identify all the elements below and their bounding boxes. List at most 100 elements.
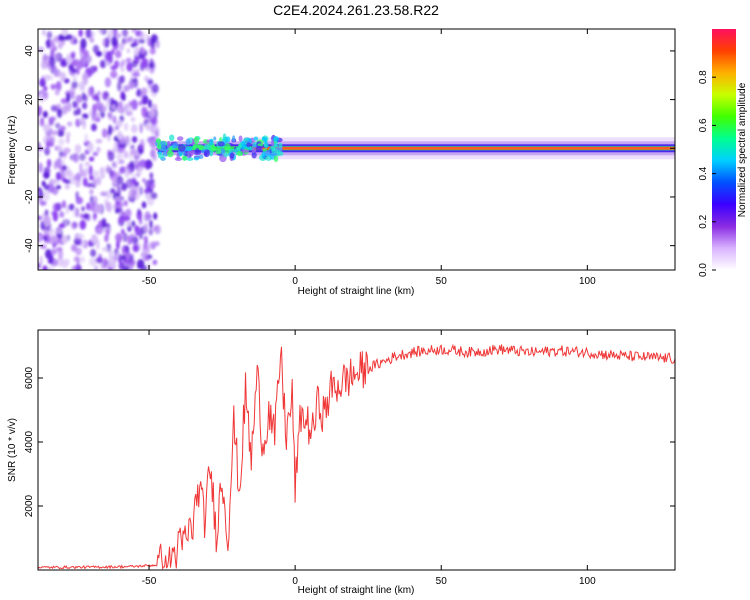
noise-blob <box>42 110 48 118</box>
noise-blob <box>46 31 53 40</box>
noise-blob <box>119 196 125 201</box>
noise-blob <box>43 166 51 175</box>
noise-blob <box>123 150 129 159</box>
noise-blob <box>124 168 130 178</box>
noise-blob <box>92 151 99 157</box>
noise-blob <box>148 99 152 109</box>
noise-blob <box>151 116 158 126</box>
noise-blob <box>61 29 68 36</box>
noise-blob <box>136 165 142 175</box>
transition-blob <box>177 144 186 152</box>
noise-blob <box>97 90 101 96</box>
noise-blob <box>118 253 122 262</box>
noise-blob <box>126 57 132 63</box>
noise-blob <box>116 175 124 185</box>
noise-blob <box>86 55 93 65</box>
colorbar-gradient <box>712 29 736 270</box>
noise-blob <box>58 34 65 42</box>
transition-blob <box>257 143 264 147</box>
noise-blob <box>102 38 106 46</box>
noise-blob <box>112 161 118 169</box>
noise-blob <box>76 60 84 70</box>
noise-blob <box>99 172 106 179</box>
noise-blob <box>107 29 115 38</box>
noise-blob <box>152 225 159 232</box>
noise-blob <box>78 237 82 246</box>
noise-blob <box>80 38 87 49</box>
noise-blob <box>131 136 138 143</box>
noise-blob <box>55 122 61 129</box>
noise-blob <box>144 75 148 82</box>
noise-blob <box>131 59 138 68</box>
noise-blob <box>126 221 132 227</box>
noise-blob <box>149 219 153 229</box>
noise-blob <box>76 173 82 181</box>
noise-blob <box>114 207 120 214</box>
noise-blob <box>138 31 146 40</box>
transition-blob <box>251 151 257 159</box>
noise-blob <box>64 218 68 227</box>
transition-blob <box>211 146 217 151</box>
snr-y-ticks: 2000 4000 6000 <box>24 366 675 517</box>
noise-blob <box>124 257 131 265</box>
snr-series-line <box>38 343 675 570</box>
noise-blob <box>118 101 123 109</box>
x-tick-label: 0 <box>292 276 298 287</box>
noise-blob <box>93 203 102 214</box>
noise-blob <box>93 103 100 111</box>
noise-blob <box>153 212 158 220</box>
transition-blob <box>278 142 283 149</box>
noise-blob <box>130 144 135 150</box>
noise-blob <box>56 257 64 267</box>
noise-blob <box>81 102 88 110</box>
noise-blob <box>122 232 128 243</box>
noise-blob <box>96 176 102 186</box>
transition-blob <box>193 156 200 161</box>
noise-blob <box>130 78 137 83</box>
noise-blob <box>154 129 159 138</box>
noise-blob <box>38 105 43 116</box>
noise-blob <box>55 81 61 90</box>
x-tick-label: 0 <box>292 576 298 587</box>
noise-blob <box>39 255 43 266</box>
noise-blob <box>101 247 109 252</box>
noise-blob <box>43 190 50 202</box>
transition-blob <box>264 137 268 145</box>
noise-blob <box>96 146 101 153</box>
noise-blob <box>138 159 147 168</box>
y-tick-label: -40 <box>24 238 35 253</box>
noise-blob <box>43 236 48 241</box>
transition-blob <box>241 149 249 153</box>
noise-blob <box>78 29 83 38</box>
noise-blob <box>72 100 78 109</box>
noise-blob <box>66 136 70 144</box>
noise-blob <box>97 29 105 34</box>
noise-blob <box>38 162 43 173</box>
noise-blob <box>149 108 156 118</box>
noise-blob <box>81 113 89 120</box>
noise-blob <box>41 55 49 64</box>
noise-blob <box>89 37 95 43</box>
noise-blob <box>89 257 97 267</box>
transition-blob <box>263 142 268 148</box>
transition-blob <box>217 141 225 147</box>
noise-blob <box>109 188 116 194</box>
noise-blob <box>98 104 104 113</box>
noise-blob <box>143 256 150 262</box>
noise-blob <box>50 49 55 57</box>
noise-blob <box>45 139 50 150</box>
colorbar-tick-label: 0.2 <box>698 214 709 228</box>
colorbar-tick-label: 0.6 <box>698 118 709 132</box>
noise-blob <box>139 46 145 55</box>
noise-blob <box>139 231 143 240</box>
noise-blob <box>79 213 84 219</box>
noise-blob <box>88 242 95 247</box>
noise-blob <box>72 74 78 83</box>
noise-blob <box>52 130 59 136</box>
noise-blob <box>125 208 132 218</box>
noise-blob <box>81 240 86 249</box>
snr-y-label: SNR (10 * v/v) <box>7 418 18 482</box>
noise-blob <box>104 51 112 62</box>
transition-blob <box>232 135 236 143</box>
